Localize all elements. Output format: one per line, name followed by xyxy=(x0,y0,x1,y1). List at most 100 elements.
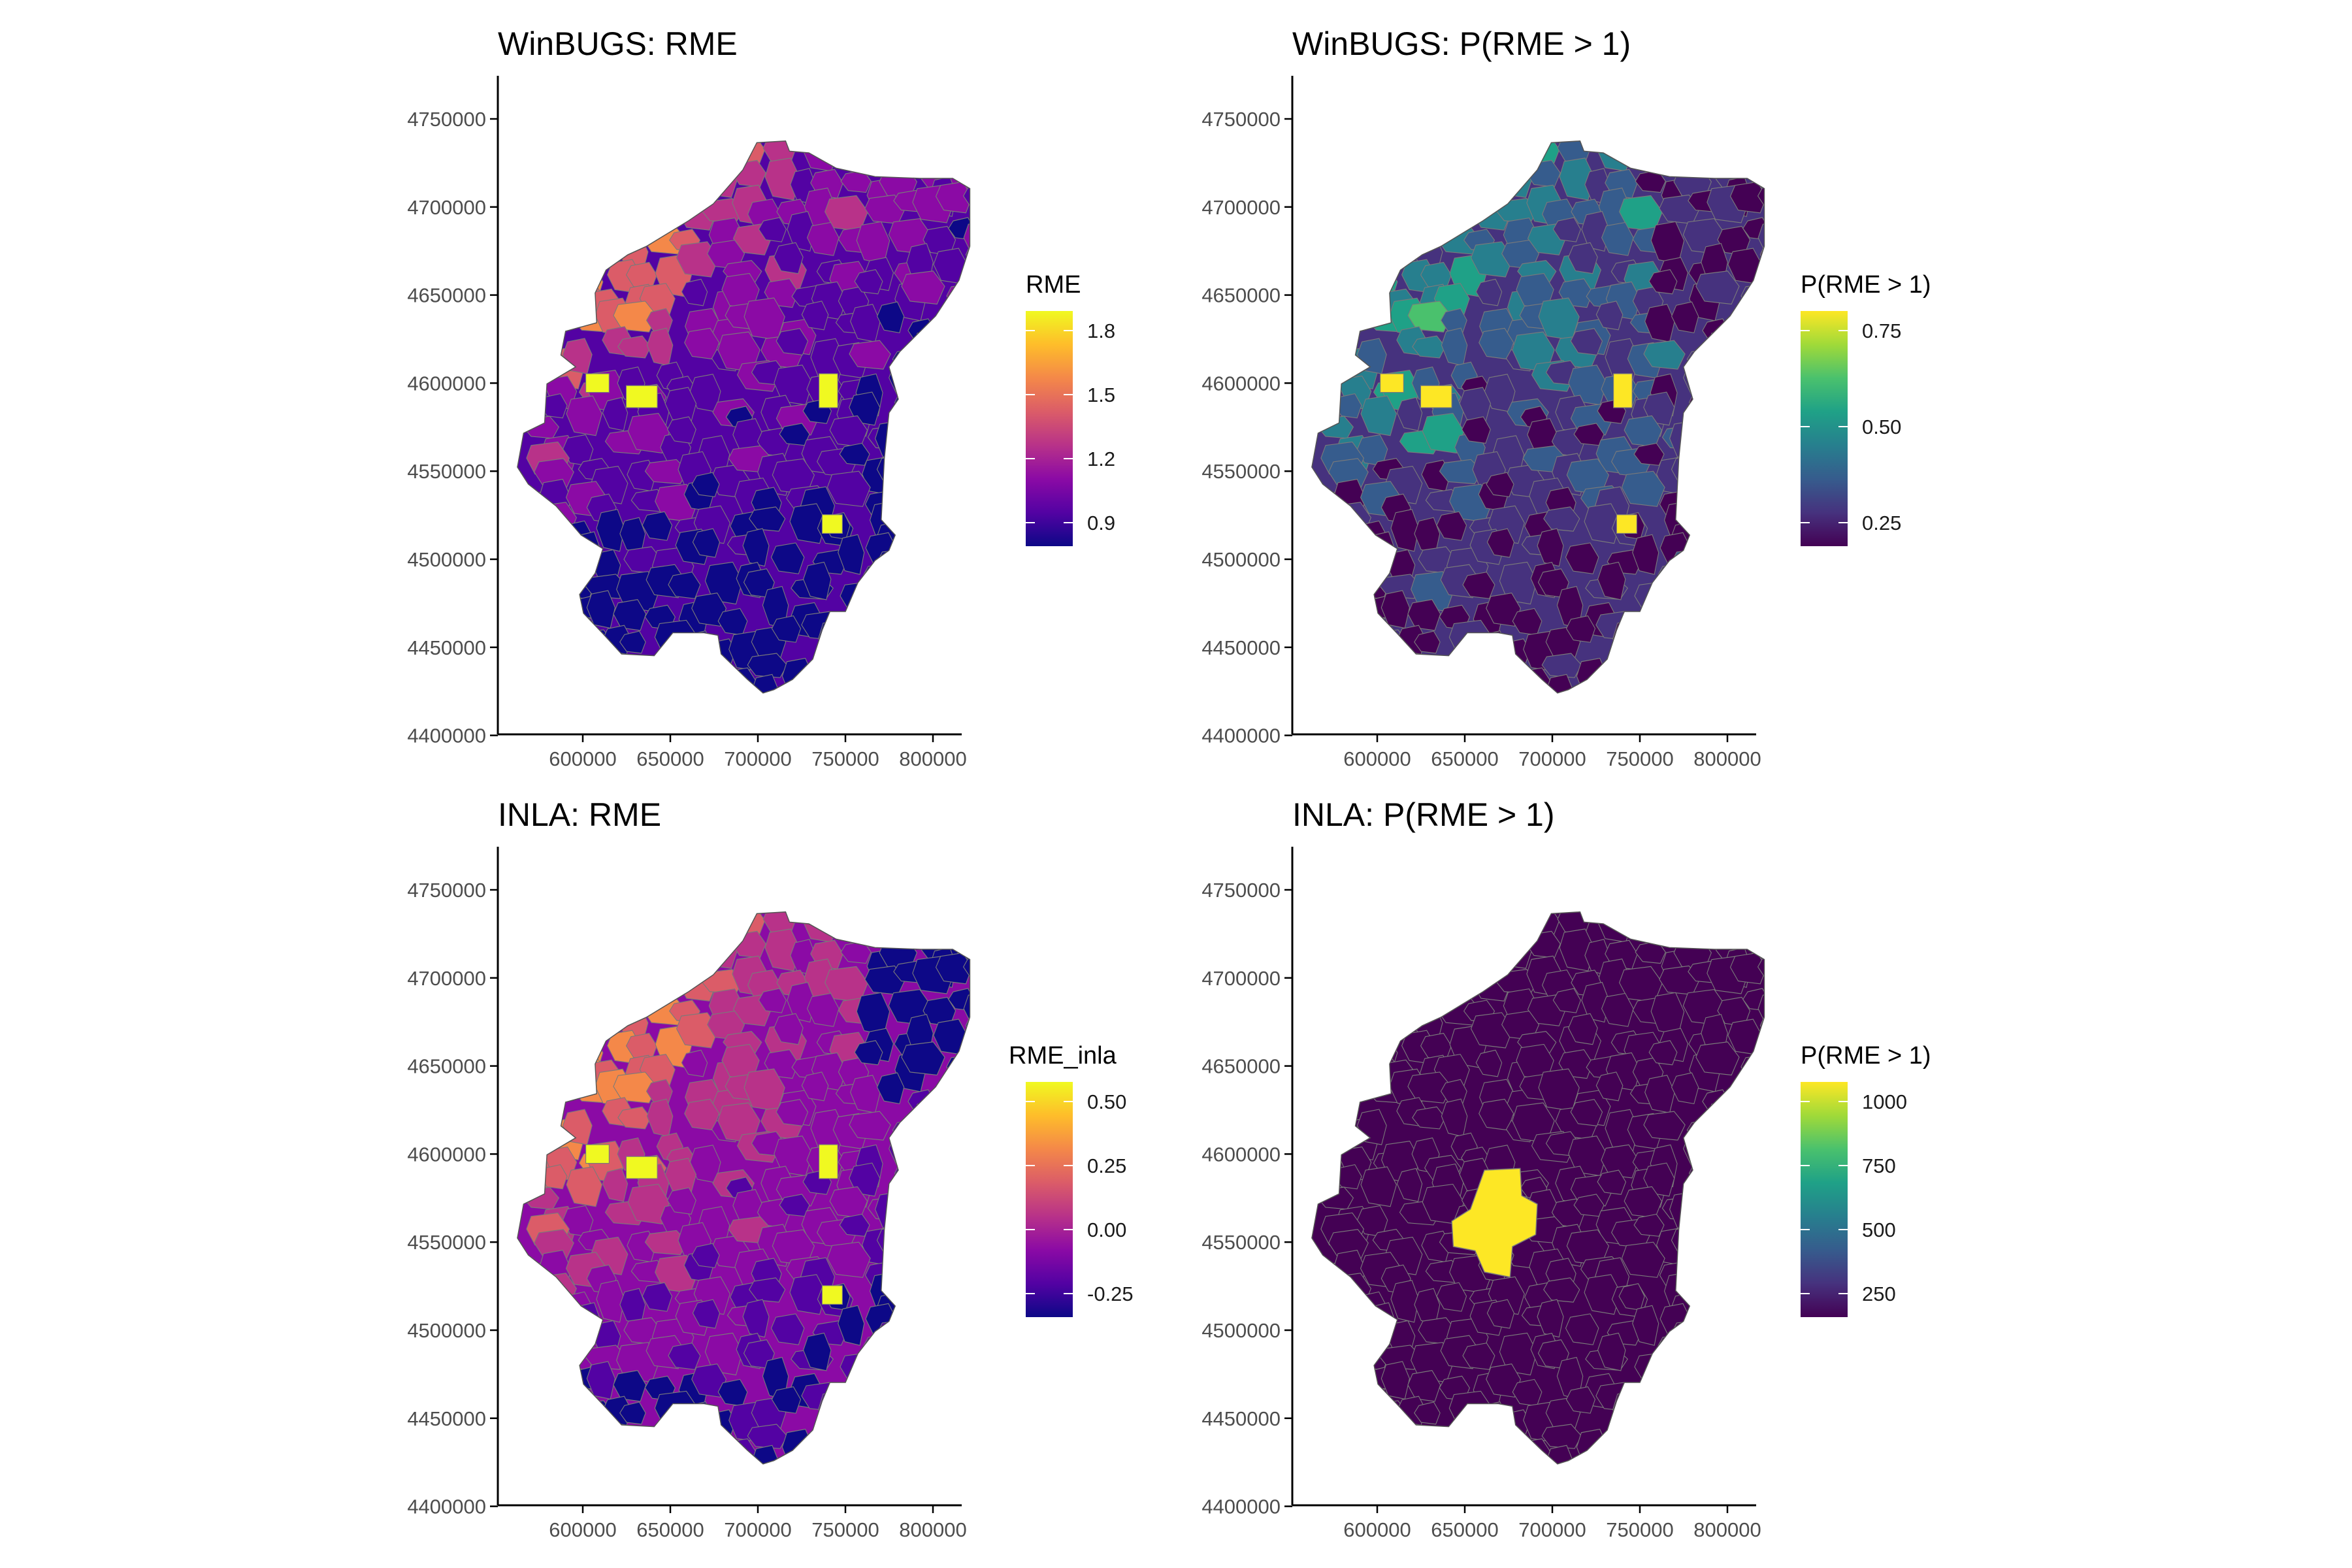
municipality xyxy=(958,538,970,568)
municipality xyxy=(946,283,970,310)
municipality xyxy=(603,142,636,168)
municipality xyxy=(949,1422,970,1446)
high-value-municipality xyxy=(819,373,838,408)
municipality xyxy=(681,1049,708,1077)
municipality xyxy=(1687,1358,1723,1390)
municipality xyxy=(527,1084,566,1120)
municipality xyxy=(1765,1085,1798,1119)
municipality xyxy=(1715,141,1743,176)
municipality xyxy=(1360,395,1397,436)
municipality xyxy=(965,1208,970,1252)
municipality xyxy=(619,1401,646,1425)
map-panel-winbugs-prob: WinBUGS: P(RME > 1) 4750000 4700000 4650000… xyxy=(1201,25,1931,770)
municipality xyxy=(1757,141,1765,184)
legend-tick-label: 0.25 xyxy=(1087,1154,1126,1177)
municipality xyxy=(629,911,666,940)
municipality xyxy=(624,203,656,227)
region-outline xyxy=(517,140,971,694)
municipality xyxy=(965,1107,970,1132)
municipality xyxy=(806,992,840,1027)
municipality xyxy=(1748,470,1765,496)
municipality xyxy=(844,610,881,633)
municipality xyxy=(914,1175,956,1218)
municipality xyxy=(521,638,564,666)
panel-title: INLA: RME xyxy=(498,796,661,833)
municipality xyxy=(1478,145,1506,172)
municipality xyxy=(771,615,802,643)
municipality xyxy=(1543,506,1580,532)
municipality xyxy=(574,1454,603,1464)
municipality xyxy=(562,993,606,1021)
municipality xyxy=(1390,508,1420,552)
x-tick-label: 650000 xyxy=(636,1518,704,1541)
municipality xyxy=(1688,911,1724,943)
municipality xyxy=(901,270,945,305)
municipality xyxy=(840,654,877,682)
municipality xyxy=(1595,301,1624,331)
municipality xyxy=(901,1343,943,1377)
municipality xyxy=(1311,974,1337,1002)
municipality xyxy=(1356,146,1395,178)
municipality xyxy=(802,1460,830,1464)
municipality xyxy=(849,1111,891,1141)
municipality xyxy=(603,201,647,231)
municipality xyxy=(545,644,581,678)
municipality xyxy=(1369,531,1396,572)
municipality xyxy=(921,912,949,947)
municipality xyxy=(1339,696,1375,720)
municipality xyxy=(885,1347,924,1388)
municipality xyxy=(1584,503,1621,544)
municipality xyxy=(1718,1206,1760,1241)
municipality xyxy=(972,1141,997,1178)
municipality xyxy=(642,140,683,163)
municipality xyxy=(1315,638,1358,666)
y-tick-label: 4750000 xyxy=(1201,879,1281,902)
municipality xyxy=(1537,528,1564,567)
municipality xyxy=(1759,336,1765,361)
x-tick-label: 650000 xyxy=(1431,747,1498,770)
municipality xyxy=(1565,1386,1596,1414)
municipality xyxy=(589,1422,631,1464)
municipality xyxy=(1348,911,1387,951)
municipality xyxy=(636,958,673,998)
legend-title: P(RME > 1) xyxy=(1801,271,1931,299)
municipality xyxy=(517,933,547,970)
municipality xyxy=(1358,155,1396,179)
municipality xyxy=(885,576,924,617)
municipality xyxy=(1707,649,1733,679)
municipality xyxy=(1486,593,1521,627)
municipality xyxy=(849,340,891,370)
municipality xyxy=(1729,337,1765,370)
municipality xyxy=(1680,678,1710,693)
municipality xyxy=(1333,1397,1366,1441)
municipality xyxy=(1480,630,1507,662)
municipality xyxy=(834,631,872,668)
municipality xyxy=(1378,930,1410,970)
municipality xyxy=(801,1071,829,1102)
panel-title: WinBUGS: RME xyxy=(498,25,738,62)
municipality xyxy=(742,528,770,567)
municipality xyxy=(912,329,949,368)
municipality xyxy=(1643,1111,1686,1141)
municipality xyxy=(835,694,865,734)
municipality xyxy=(941,519,970,542)
y-tick-label: 4450000 xyxy=(1201,1407,1281,1430)
y-tick-label: 4750000 xyxy=(407,879,486,902)
municipality xyxy=(942,1175,970,1213)
municipality xyxy=(921,141,949,176)
municipality xyxy=(517,1376,534,1413)
municipality xyxy=(1422,412,1465,454)
municipality xyxy=(1311,162,1342,199)
municipality xyxy=(636,188,673,227)
municipality xyxy=(563,926,602,950)
municipality xyxy=(1559,157,1595,201)
municipality xyxy=(1712,483,1755,522)
municipality xyxy=(1628,631,1666,668)
municipality xyxy=(613,1370,647,1402)
municipality xyxy=(583,159,615,199)
municipality xyxy=(1708,1175,1750,1218)
municipality xyxy=(1396,1168,1423,1202)
municipality xyxy=(1749,1390,1765,1416)
municipality xyxy=(1753,538,1765,568)
municipality xyxy=(1497,163,1533,198)
